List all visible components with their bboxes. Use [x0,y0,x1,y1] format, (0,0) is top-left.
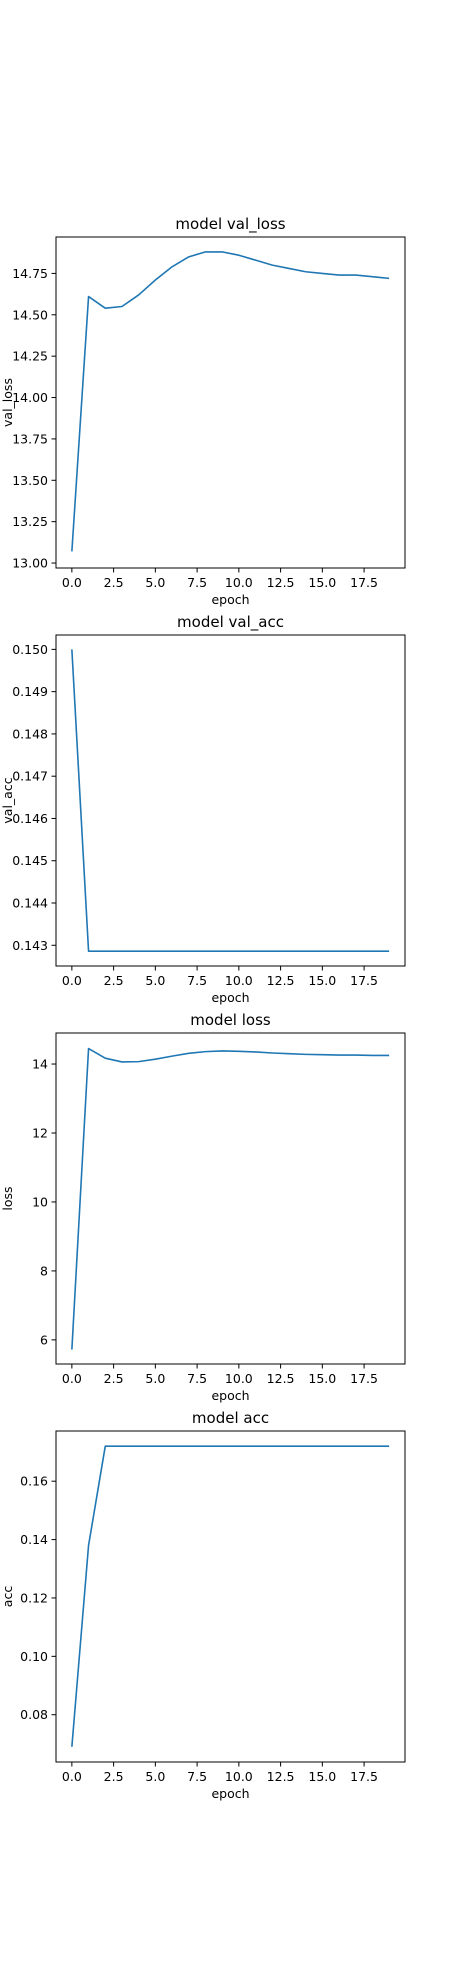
chart-title: model acc [192,1409,269,1427]
series-line [72,649,389,951]
x-tick-label: 7.5 [187,575,207,590]
y-tick-label: 14.25 [12,349,48,364]
chart-1: model val_loss 0.0 2.5 5.0 7.5 10.0 12.5 15.0 17… [0,215,405,607]
y-tick-label: 14.75 [12,266,48,281]
y-tick-label: 13.25 [12,514,48,529]
chart-title: model val_loss [175,215,285,234]
x-tick-label: 2.5 [104,1371,124,1386]
y-tick-label: 0.147 [12,769,48,784]
x-tick-label: 15.0 [308,973,336,988]
y-tick-label: 0.146 [12,811,48,826]
y-tick-label: 0.145 [12,853,48,868]
y-tick-label: 8 [40,1263,48,1278]
x-tick-label: 17.5 [350,1371,378,1386]
chart-title: model val_acc [177,613,284,632]
x-tick-label: 10.0 [225,973,253,988]
x-tick-label: 12.5 [267,1371,295,1386]
series-line [72,1446,389,1747]
y-tick-label: 13.75 [12,431,48,446]
x-tick-label: 2.5 [104,1769,124,1784]
y-tick-label: 13.00 [12,556,48,571]
x-tick-label: 7.5 [187,1769,207,1784]
y-tick-label: 0.10 [20,1649,48,1664]
y-tick-label: 14.50 [12,307,48,322]
chart-3: model loss 0.0 2.5 5.0 7.5 10.0 12.5 15.0 17.5 6 8… [0,1011,405,1403]
axes-frame [56,1033,405,1364]
y-axis-label: acc [0,1586,15,1608]
y-tick-label: 0.12 [20,1590,48,1605]
x-tick-label: 7.5 [187,973,207,988]
x-tick-label: 10.0 [225,1769,253,1784]
x-tick-label: 2.5 [104,973,124,988]
x-tick-label: 15.0 [308,1371,336,1386]
y-tick-label: 0.16 [20,1474,48,1489]
y-tick-label: 12 [32,1125,48,1140]
series-line [72,252,389,552]
x-axis-label: epoch [211,1388,249,1403]
x-tick-label: 17.5 [350,973,378,988]
x-tick-label: 15.0 [308,1769,336,1784]
axes-frame [56,1431,405,1762]
y-tick-label: 13.50 [12,473,48,488]
series-line [72,1049,389,1350]
x-tick-label: 0.0 [62,1371,82,1386]
axes-frame [56,635,405,966]
x-tick-label: 7.5 [187,1371,207,1386]
y-axis-label: val_loss [0,378,15,427]
y-tick-label: 6 [40,1332,48,1347]
x-tick-label: 0.0 [62,575,82,590]
y-tick-label: 0.14 [20,1532,48,1547]
x-tick-label: 12.5 [267,575,295,590]
chart-4: model acc 0.0 2.5 5.0 7.5 10.0 12.5 15.0 17.5 0.0… [0,1409,405,1801]
x-tick-label: 5.0 [145,1769,165,1784]
y-tick-label: 0.144 [12,896,48,911]
chart-title: model loss [190,1011,271,1029]
y-tick-label: 14.00 [12,390,48,405]
x-tick-label: 0.0 [62,1769,82,1784]
y-tick-label: 0.08 [20,1707,48,1722]
x-tick-label: 10.0 [225,1371,253,1386]
y-tick-label: 10 [32,1194,48,1209]
y-tick-label: 0.143 [12,938,48,953]
x-axis-label: epoch [211,592,249,607]
x-tick-label: 17.5 [350,575,378,590]
x-tick-label: 5.0 [145,575,165,590]
y-axis-label: val_acc [0,777,15,823]
x-tick-label: 0.0 [62,973,82,988]
x-axis-label: epoch [211,990,249,1005]
axes-frame [56,237,405,568]
y-tick-label: 0.149 [12,684,48,699]
x-axis-label: epoch [211,1786,249,1801]
x-tick-label: 2.5 [104,575,124,590]
x-tick-label: 17.5 [350,1769,378,1784]
x-tick-label: 15.0 [308,575,336,590]
y-tick-label: 14 [32,1057,48,1072]
x-tick-label: 5.0 [145,1371,165,1386]
y-tick-label: 0.150 [12,642,48,657]
chart-2: model val_acc 0.0 2.5 5.0 7.5 10.0 12.5 15.0 17.… [0,613,405,1005]
x-tick-label: 10.0 [225,575,253,590]
x-tick-label: 5.0 [145,973,165,988]
y-tick-label: 0.148 [12,726,48,741]
y-axis-label: loss [0,1186,15,1210]
x-tick-label: 12.5 [267,1769,295,1784]
x-tick-label: 12.5 [267,973,295,988]
